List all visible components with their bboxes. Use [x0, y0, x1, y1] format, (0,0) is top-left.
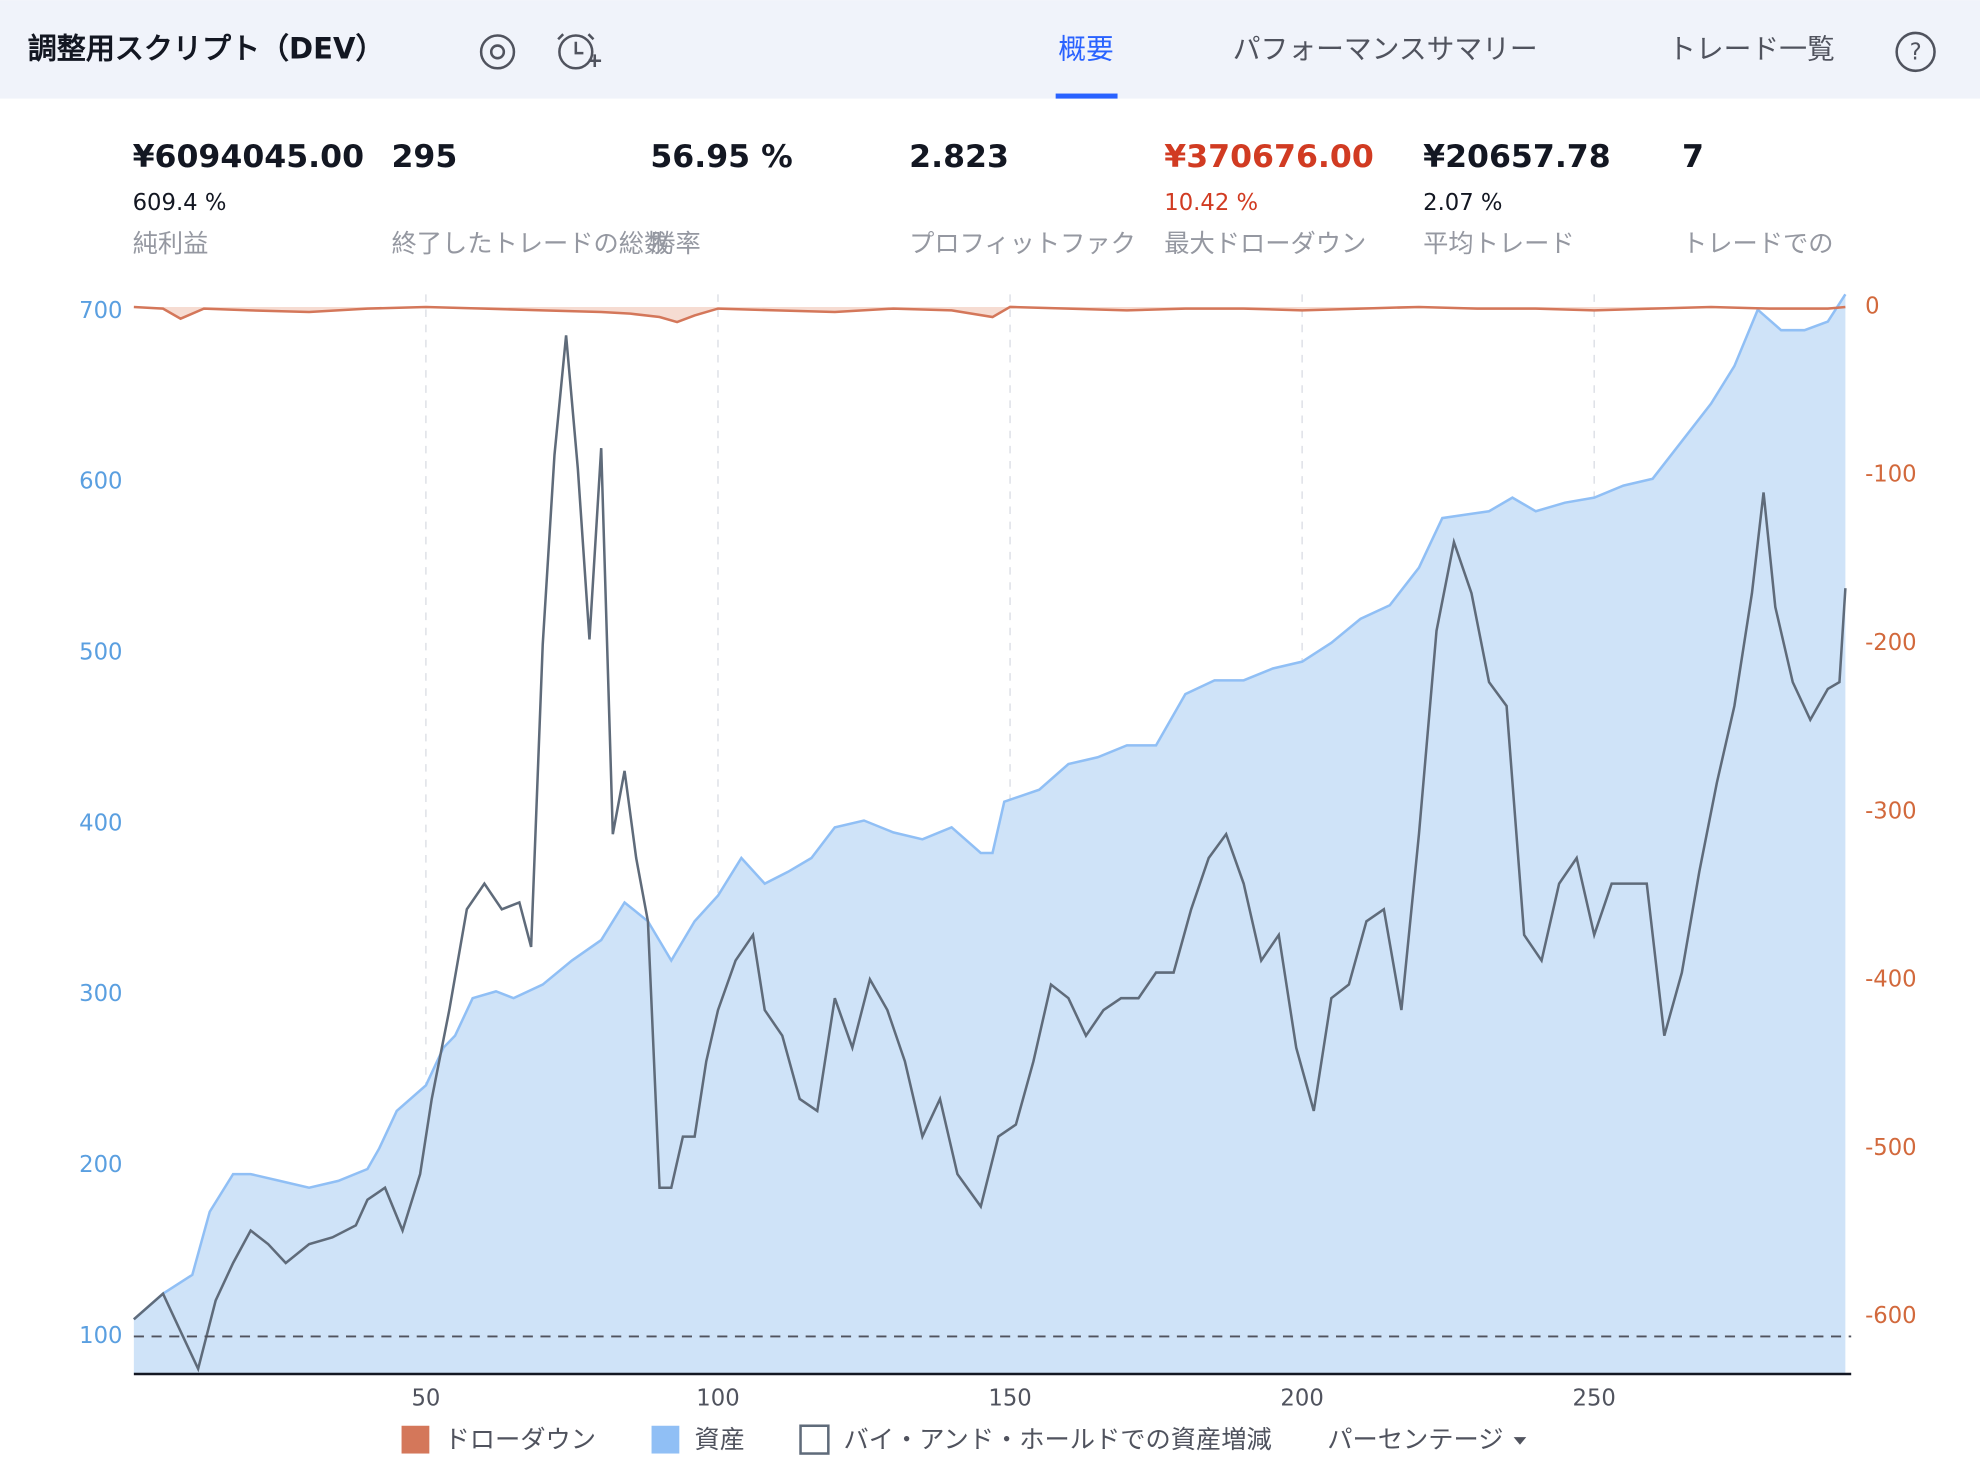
tab[interactable]: パフォーマンスサマリー	[1233, 33, 1538, 66]
stat-label: 最大ドローダウン	[1164, 229, 1366, 258]
x-tick-label: 50	[411, 1386, 440, 1412]
dropdown[interactable]: パーセンテージ	[1327, 1425, 1503, 1454]
stat-label: 平均トレード	[1423, 229, 1574, 258]
stat-value: 295	[391, 139, 457, 175]
stat-value: ¥20657.78	[1423, 139, 1611, 175]
settings-icon[interactable]	[479, 34, 516, 70]
stat-value: 7	[1682, 139, 1704, 175]
stat-sub: 10.42 %	[1164, 190, 1258, 216]
stat-value: ¥6094045.00	[133, 139, 364, 175]
y-tick-label: 300	[79, 981, 122, 1007]
series-line	[133, 305, 1846, 324]
stat-label: 純利益	[133, 229, 209, 258]
legend-swatch	[799, 1424, 830, 1455]
stat-value: 2.823	[909, 139, 1009, 175]
series-line	[133, 335, 1847, 1373]
header-bar	[0, 0, 1980, 99]
stat-label: 勝率	[650, 229, 701, 258]
legend-label: 資産	[694, 1425, 745, 1454]
y-tick-label: 600	[79, 469, 122, 495]
legend-label: ドローダウン	[444, 1425, 596, 1454]
y2-tick-label: -200	[1865, 630, 1917, 656]
tab-underline	[1055, 93, 1118, 99]
stat-label: プロフィットファク	[909, 229, 1136, 258]
dropdown-arrow	[1513, 1437, 1527, 1445]
y-tick-label: 700	[79, 298, 122, 324]
series-line	[133, 293, 1847, 1321]
y-tick-label: 500	[79, 640, 122, 666]
tab[interactable]: 概要	[1058, 33, 1114, 66]
plot: 50 100 150 200 250 100 200 300 400 500 600 700 0 -100…	[79, 293, 1917, 1455]
y2-tick-label: -100	[1865, 462, 1917, 488]
help-text[interactable]: ?	[1910, 40, 1922, 66]
x-tick-label: 150	[988, 1386, 1031, 1412]
y2-tick-label: 0	[1865, 293, 1879, 319]
legend-label: バイ・アンド・ホールドでの資産増減	[843, 1425, 1271, 1454]
y2-tick-label: -600	[1865, 1303, 1917, 1329]
area-fill	[133, 294, 1846, 1374]
legend-swatch	[651, 1425, 680, 1454]
stat-sub: 2.07 %	[1423, 190, 1502, 216]
legend-swatch	[401, 1425, 430, 1454]
y2-tick-label: -400	[1865, 967, 1917, 993]
x-tick-label: 100	[696, 1386, 739, 1412]
y2-tick-label: -300	[1865, 798, 1917, 824]
stat-label: 終了したトレードの総数	[391, 229, 669, 258]
y-tick-label: 200	[79, 1152, 122, 1178]
stat-value: ¥370676.00	[1164, 139, 1374, 175]
stat-sub: 609.4 %	[133, 190, 227, 216]
tab[interactable]: トレード一覧	[1668, 33, 1835, 66]
x-tick-label: 250	[1572, 1386, 1615, 1412]
title: 調整用スクリプト（DEV）	[28, 32, 385, 66]
help-icon[interactable]	[1895, 31, 1936, 73]
stat-label: トレードでの	[1682, 229, 1834, 258]
y-tick-label: 400	[79, 810, 122, 836]
stat-value: 56.95 %	[650, 139, 792, 175]
x-tick-label: 200	[1280, 1386, 1323, 1412]
alert-icon[interactable]	[557, 33, 602, 70]
y-tick-label: 100	[79, 1323, 122, 1349]
y2-tick-label: -500	[1865, 1135, 1917, 1161]
